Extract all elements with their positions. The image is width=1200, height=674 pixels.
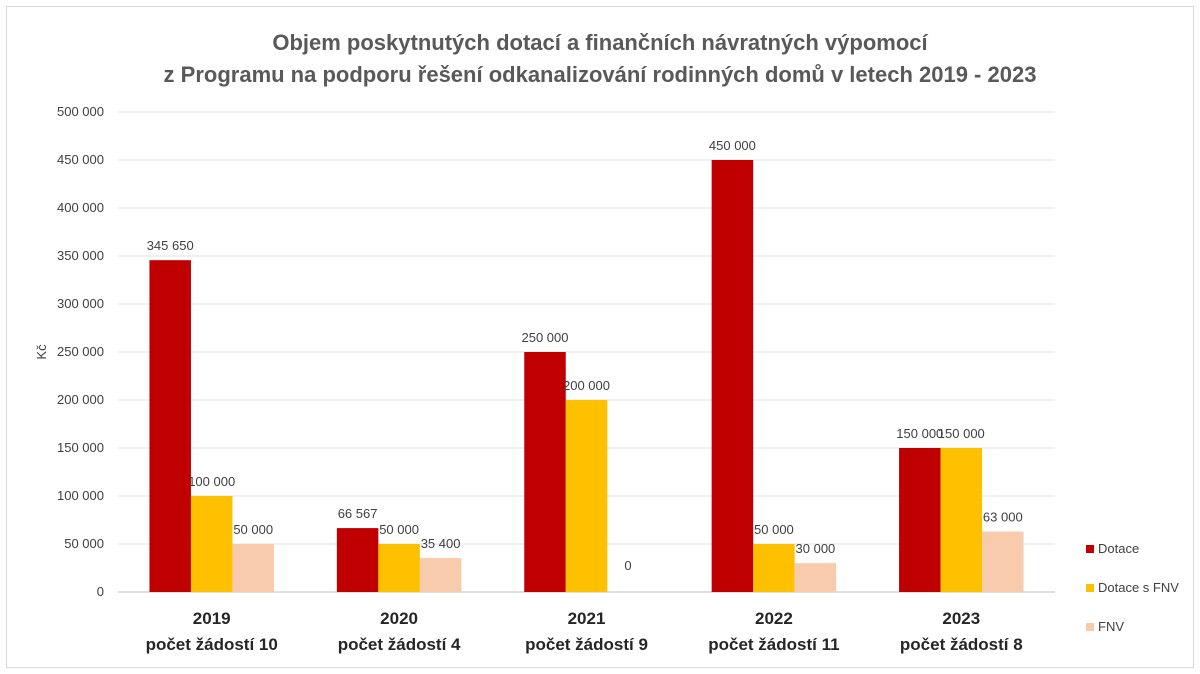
legend-entry: FNV — [1098, 619, 1124, 634]
x-category-year: 2021 — [568, 609, 606, 628]
data-label: 30 000 — [796, 541, 836, 556]
data-label: 66 567 — [338, 506, 378, 521]
bar-dotace-2022 — [711, 160, 754, 592]
bar-dotace-2020 — [336, 528, 379, 592]
y-tick-label: 200 000 — [57, 392, 104, 407]
x-category-year: 2023 — [942, 609, 980, 628]
y-tick-label: 300 000 — [57, 296, 104, 311]
bar-dotace-s-fnv-2021 — [565, 400, 608, 592]
bar-fnv-2020 — [419, 558, 462, 592]
y-tick-label: 350 000 — [57, 248, 104, 263]
legend-entry: Dotace — [1098, 541, 1139, 556]
y-tick-label: 0 — [97, 584, 104, 599]
bar-fnv-2022 — [794, 563, 837, 592]
bar-dotace-s-fnv-2022 — [753, 544, 795, 592]
data-label: 150 000 — [896, 426, 943, 441]
data-label: 100 000 — [188, 474, 235, 489]
x-category-subtitle: počet žádostí 10 — [146, 635, 278, 654]
x-category-subtitle: počet žádostí 11 — [708, 635, 839, 654]
data-label: 345 650 — [147, 238, 194, 253]
y-axis-label: Kč — [34, 344, 49, 360]
data-label: 63 000 — [983, 510, 1023, 525]
chart-title-line-2: z Programu na podporu řešení odkanalizov… — [164, 62, 1037, 87]
legend-swatch — [1086, 584, 1094, 592]
data-label: 450 000 — [709, 138, 756, 153]
x-category-subtitle: počet žádostí 8 — [900, 635, 1023, 654]
x-category-year: 2020 — [380, 609, 418, 628]
y-tick-label: 450 000 — [57, 152, 104, 167]
x-category-year: 2019 — [193, 609, 231, 628]
bar-dotace-2021 — [524, 352, 566, 592]
legend-swatch — [1086, 545, 1094, 553]
x-category-subtitle: počet žádostí 9 — [525, 635, 648, 654]
bars — [149, 160, 1024, 592]
data-label: 200 000 — [563, 378, 610, 393]
data-label: 50 000 — [379, 522, 419, 537]
legend-swatch — [1086, 623, 1094, 631]
data-label: 150 000 — [938, 426, 985, 441]
bar-fnv-2023 — [982, 531, 1024, 592]
data-label: 250 000 — [522, 330, 569, 345]
bar-fnv-2019 — [232, 544, 274, 592]
gridlines — [118, 111, 1055, 593]
bar-dotace-2023 — [899, 448, 941, 592]
y-tick-label: 100 000 — [57, 488, 104, 503]
data-label: 0 — [624, 558, 631, 573]
y-tick-label: 150 000 — [57, 440, 104, 455]
data-label: 50 000 — [754, 522, 794, 537]
y-tick-label: 250 000 — [57, 344, 104, 359]
bar-dotace-s-fnv-2020 — [378, 544, 420, 592]
y-tick-labels: 0 50 000 100 000 150 000 200 000 250 000 300 0… — [57, 104, 104, 599]
data-label: 50 000 — [233, 522, 273, 537]
y-tick-label: 50 000 — [64, 536, 104, 551]
legend: Dotace Dotace s FNV FNV — [1086, 541, 1179, 634]
y-tick-label: 500 000 — [57, 104, 104, 119]
bar-dotace-s-fnv-2023 — [940, 448, 983, 592]
x-category-subtitle: počet žádostí 4 — [338, 635, 461, 654]
x-category-year: 2022 — [755, 609, 793, 628]
bar-dotace-2019 — [149, 260, 191, 592]
y-tick-label: 400 000 — [57, 200, 104, 215]
legend-entry: Dotace s FNV — [1098, 580, 1179, 595]
data-label: 35 400 — [421, 536, 461, 551]
x-category-labels: 2019 počet žádostí 10 2020 počet žádostí 4 2… — [146, 609, 1023, 654]
bar-dotace-s-fnv-2019 — [190, 496, 233, 592]
chart-title-line-1: Objem poskytnutých dotací a finančních n… — [272, 30, 928, 55]
